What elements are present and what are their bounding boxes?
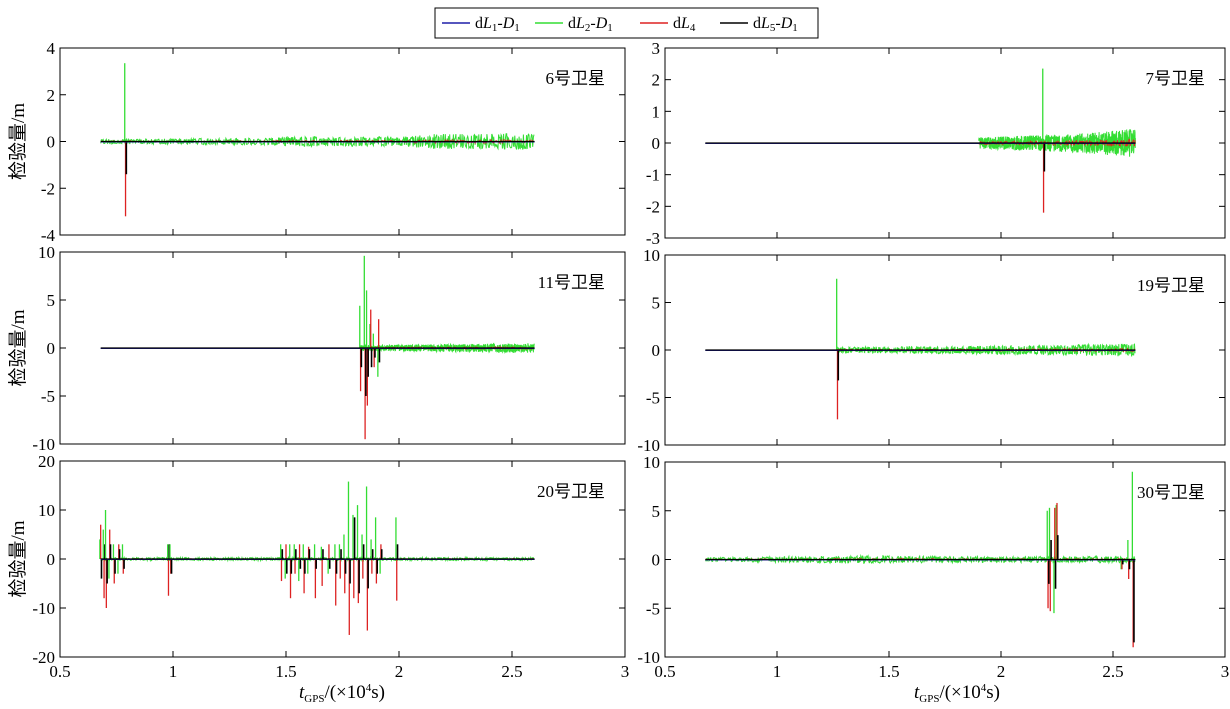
y-tick-label: 0 <box>652 551 661 570</box>
y-tick-label: 0 <box>47 133 56 152</box>
x-axis-labels: tGPS/(×104s) tGPS/(×104s) <box>299 682 1000 705</box>
x-tick-label: 3 <box>1221 662 1230 681</box>
panel-title: 20号卫星 <box>537 482 605 501</box>
x-tick-label: 3 <box>621 662 630 681</box>
x-tick-label: 2.5 <box>501 662 522 681</box>
y-tick-label: -10 <box>32 435 55 454</box>
y-tick-label: 10 <box>38 243 55 262</box>
panel-title: 6号卫星 <box>546 69 606 88</box>
y-tick-label: 0 <box>652 341 661 360</box>
x-tick-label: 2 <box>997 662 1006 681</box>
y-tick-label: 20 <box>38 452 55 471</box>
x-tick-label: 1 <box>169 662 178 681</box>
plot-area <box>705 471 1136 648</box>
y-tick-label: -4 <box>41 226 56 245</box>
x-axis-label: tGPS/(×104s) <box>914 682 1000 705</box>
y-tick-label: 2 <box>652 71 661 90</box>
y-tick-label: 4 <box>47 39 56 58</box>
y-tick-label: -5 <box>41 387 55 406</box>
x-tick-label: 1.5 <box>878 662 899 681</box>
panel-title: 11号卫星 <box>538 273 605 292</box>
y-tick-label: 5 <box>652 294 661 313</box>
plot-area <box>705 278 1136 420</box>
legend-box <box>434 7 819 39</box>
y-tick-label: -5 <box>646 389 660 408</box>
y-tick-label: -10 <box>32 599 55 618</box>
y-tick-label: -10 <box>637 648 660 667</box>
legend-label: dL2​-D1​ <box>568 15 613 34</box>
y-tick-label: -3 <box>646 229 660 248</box>
x-tick-label: 0.5 <box>49 662 70 681</box>
legend-label: dL5​-D1​ <box>753 15 798 34</box>
panel-title: 30号卫星 <box>1137 483 1205 502</box>
y-axis-label: 检验量/m <box>7 309 29 386</box>
y-tick-label: 0 <box>652 134 661 153</box>
y-tick-label: -5 <box>646 599 660 618</box>
y-tick-label: 5 <box>652 502 661 521</box>
panel-6: -10 -5 0 5 10 0.5 1 1.5 2 2.5 3 30号卫星 <box>637 453 1229 681</box>
y-tick-label: 10 <box>643 246 660 265</box>
y-tick-label: 2 <box>47 86 56 105</box>
y-tick-label: -1 <box>646 166 660 185</box>
x-tick-label: 2.5 <box>1102 662 1123 681</box>
legend-label: dL4​ <box>673 15 696 34</box>
y-tick-label: -2 <box>41 179 55 198</box>
y-tick-label: -20 <box>32 648 55 667</box>
legend-item-3: dL4​ <box>640 15 696 34</box>
legend: dL1​-D1​ dL2​-D1​ dL4​ dL5​-D1​ <box>434 7 819 39</box>
y-tick-label: -10 <box>637 436 660 455</box>
y-tick-label: -2 <box>646 197 660 216</box>
panel-title: 19号卫星 <box>1137 276 1205 295</box>
y-tick-label: 5 <box>47 291 56 310</box>
x-tick-label: 1 <box>773 662 782 681</box>
legend-label: dL1​-D1​ <box>475 15 520 34</box>
panels: -4-20246号卫星检验量/m-3-2-101237号卫星-10-505101… <box>7 39 1229 681</box>
x-tick-label: 1.5 <box>275 662 296 681</box>
y-tick-label: 3 <box>652 39 661 58</box>
plot-area <box>99 481 535 635</box>
x-axis-label: tGPS/(×104s) <box>299 682 385 705</box>
plot-area <box>705 68 1136 213</box>
series-dL2-D1 <box>360 342 535 354</box>
y-tick-label: 10 <box>38 501 55 520</box>
panel-4: -10 -5 0 5 10 19号卫星 <box>637 246 1226 455</box>
y-axis-label: 检验量/m <box>7 520 29 597</box>
x-tick-label: 0.5 <box>654 662 675 681</box>
plot-area <box>100 255 535 440</box>
y-tick-label: 0 <box>47 339 56 358</box>
x-tick-label: 2 <box>395 662 404 681</box>
legend-item-2: dL2​-D1​ <box>535 15 613 34</box>
y-tick-label: 10 <box>643 453 660 472</box>
panel-title: 7号卫星 <box>1146 69 1206 88</box>
legend-item-4: dL5​-D1​ <box>720 15 798 34</box>
y-axis-label: 检验量/m <box>7 103 29 180</box>
legend-item-1: dL1​-D1​ <box>442 15 520 34</box>
series-dL2-D1 <box>705 553 1136 565</box>
y-tick-label: 1 <box>652 102 661 121</box>
plot-area <box>100 63 535 217</box>
panel-2: -3 -2 -1 0 1 2 3 7号卫星 <box>646 39 1226 248</box>
y-tick-label: 0 <box>47 550 56 569</box>
